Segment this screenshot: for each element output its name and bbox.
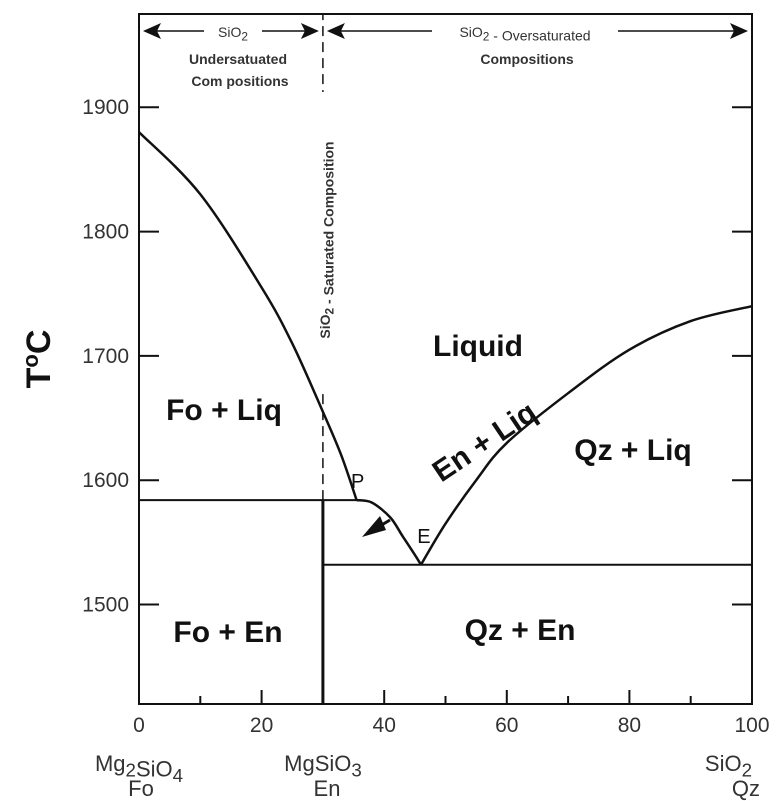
over-label-bg [432,22,618,40]
saturated-label-bg [315,92,334,390]
en-liquidus-curve [356,498,423,566]
field-label-en-liq: En + Liq [427,396,543,489]
x-tick-label: 0 [133,714,145,737]
x-tick-label: 40 [373,714,396,737]
x-tick-label: 20 [250,714,273,737]
field-label-qz-en: Qz + En [465,614,576,647]
y-tick-label: 1600 [82,469,129,492]
endmember-middle-name: En [314,776,341,801]
fo-liquidus-curve [138,131,358,501]
under-label-bg [204,22,262,40]
field-label-fo-en: Fo + En [173,616,282,649]
field-label-qz-liq: Qz + Liq [574,434,692,467]
under-label-line1: Undersatuated [189,51,287,67]
under-label-line2: Com positions [191,73,288,89]
x-tick-label: 100 [734,714,769,737]
under-right-arrowhead [300,23,319,39]
point-label-p: P [351,471,364,493]
cooling-arrow-head [362,516,386,537]
qz-liquidus-curve [419,304,753,566]
under-label-top: SiO2 [218,24,248,44]
y-axis-title: ToC [18,330,58,389]
x-tick-label: 80 [618,714,641,737]
endmember-left-formula: Mg2SiO4 [95,751,183,786]
endmember-right-name: Qz [732,776,760,801]
saturated-label: SiO2 - Saturated Composition [317,141,337,338]
x-tick-label: 60 [495,714,518,737]
field-label-liquid: Liquid [433,330,523,363]
y-tick-label: 1500 [82,594,129,617]
over-label-line2: Compositions [480,51,574,67]
over-right-arrowhead [730,23,748,39]
endmember-left-name: Fo [128,776,154,801]
y-tick-label: 1900 [82,96,129,119]
y-tick-label: 1700 [82,345,129,368]
over-label-top: SiO2 - Oversaturated [459,24,590,44]
endmember-right-formula: SiO2 [705,751,752,781]
y-tick-label: 1800 [82,221,129,244]
point-label-e: E [417,526,430,548]
over-left-arrowhead [326,23,345,39]
field-label-fo-liq: Fo + Liq [166,394,282,427]
endmember-middle-formula: MgSiO3 [284,751,362,781]
under-left-arrowhead [143,23,161,39]
